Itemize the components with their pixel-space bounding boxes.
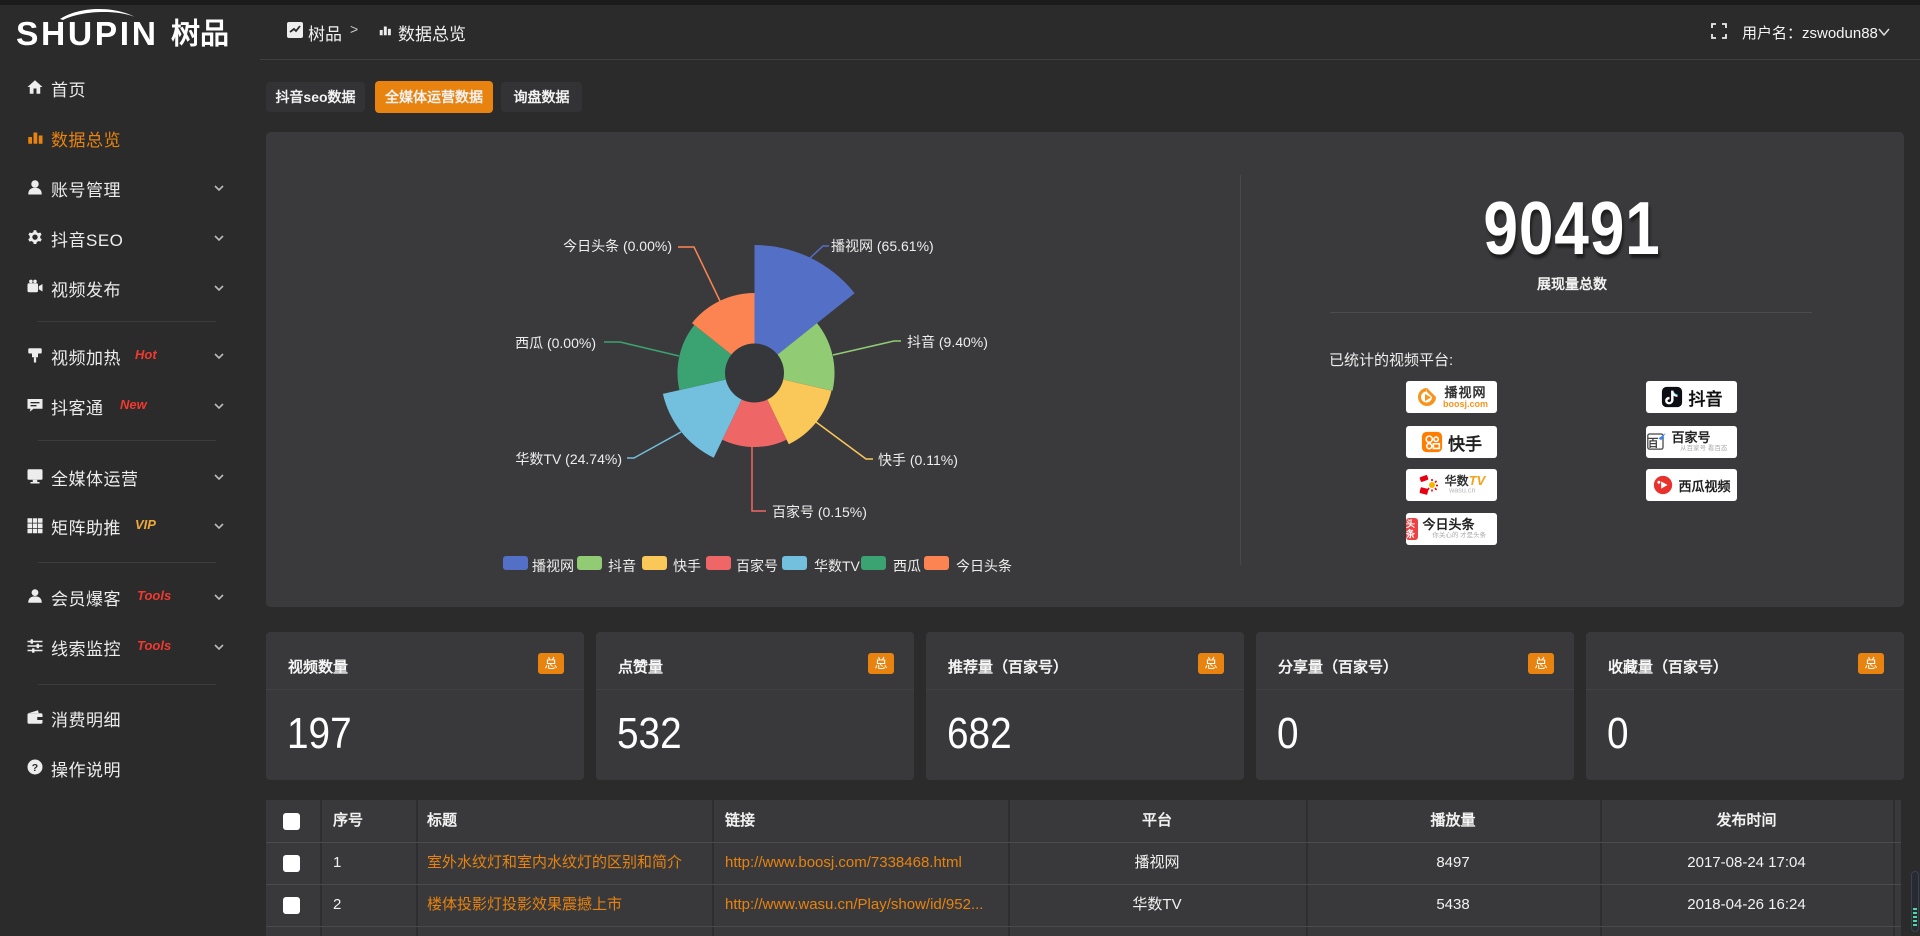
- svg-text:SHUPIN: SHUPIN: [16, 16, 159, 52]
- svg-text:?: ?: [32, 762, 38, 774]
- svg-text:百: 百: [1648, 436, 1659, 449]
- svg-text:树品: 树品: [171, 18, 229, 51]
